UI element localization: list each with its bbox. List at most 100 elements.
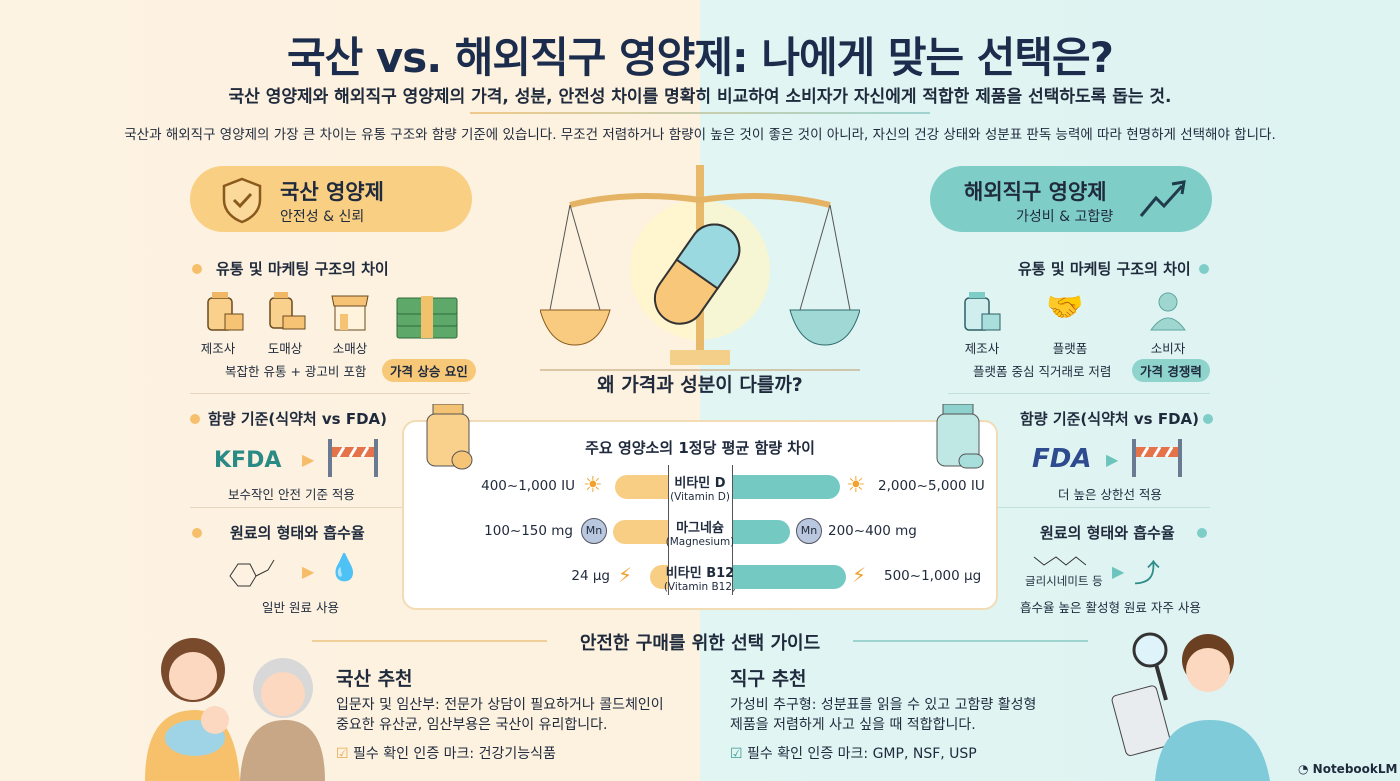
title-divider [470, 112, 930, 114]
consumer-person-icon [1150, 292, 1186, 331]
domestic-pill-bottle-icon [426, 404, 473, 470]
price-competitiveness-tag: 가격 경쟁력 [1132, 359, 1210, 382]
overseas-badge: 해외직구 영양제 가성비 & 고합량 [930, 166, 1212, 232]
kfda-logo: KFDA [214, 448, 282, 473]
heading-text: 유통 및 마케팅 구조의 차이 [1018, 260, 1191, 278]
divider [190, 507, 470, 508]
comparison-title: 주요 영양소의 1정당 평균 함량 차이 [585, 439, 815, 457]
arrow-right-icon: ▶ [302, 450, 315, 469]
step-label: 제조사 [200, 341, 236, 356]
page-title: 국산 vs. 해외직구 영양제: 나에게 맞는 선택은? [286, 33, 1114, 82]
overseas-pill-bottle-icon [936, 404, 984, 469]
man-magnifier-calculator-illustration [1111, 632, 1270, 781]
lightning-icon: ⚡ [618, 563, 633, 587]
arrow-right-icon: ▶ [302, 562, 315, 581]
overseas-amount: 500~1,000 µg [884, 568, 982, 584]
nutrient-name: 비타민 B12 [665, 566, 735, 581]
sun-icon: ☀ [846, 473, 866, 498]
water-drop-arrow-icon: 💧 [328, 553, 361, 583]
shield-check-icon [222, 177, 262, 224]
overseas-amount: 200~400 mg [828, 523, 917, 539]
standard-note: 보수작인 안전 기준 적용 [228, 487, 355, 502]
mn-icon: Mn [796, 518, 822, 544]
recommendation-line: 중요한 유산균, 임산부용은 국산이 유리합니다. [336, 717, 608, 733]
wholesaler-basket-icon [269, 292, 306, 330]
divider [853, 640, 1088, 642]
cert-mark: 필수 확인 인증 마크: GMP, NSF, USP [747, 746, 977, 762]
domestic-distribution-heading: 유통 및 마케팅 구조의 차이 [192, 258, 389, 279]
divider [312, 640, 547, 642]
domestic-ingredient-heading: 원료의 형태와 흡수율 [192, 522, 365, 543]
sun-icon: ☀ [583, 473, 603, 498]
domestic-amount: 24 µg [571, 568, 610, 584]
step-label: 도매상 [267, 341, 303, 356]
center-question: 왜 가격과 성분이 다를까? [597, 374, 803, 396]
heading-text: 함량 기준(식약처 vs FDA) [1020, 410, 1199, 428]
money-stack-icon [396, 296, 458, 339]
nutrient-name: 비타민 D [674, 476, 726, 491]
domestic-amount: 100~150 mg [484, 523, 573, 539]
molecule-structure-icon [229, 559, 275, 587]
nutrient-label: 비타민 D (Vitamin D) [640, 472, 760, 503]
fda-logo: FDA [1032, 444, 1092, 474]
manufacturer-bottle-icon [964, 292, 1001, 331]
notebooklm-watermark: ◔ NotebookLM [1298, 762, 1397, 776]
price-increase-tag: 가격 상승 요인 [382, 359, 476, 382]
recommendation-line: 입문자 및 임산부: 전문가 상담이 필요하거나 콜드체인이 [336, 697, 664, 713]
cert-mark: 필수 확인 인증 마크: 건강기능식품 [353, 746, 556, 762]
overseas-amount: 2,000~5,000 IU [878, 478, 985, 494]
nutrient-name: 마그네슘 [676, 521, 724, 536]
recommendation-line: 가성비 추구형: 성분표를 읽을 수 있고 고함량 활성형 [730, 697, 1037, 713]
ingredient-note: 흡수율 높은 활성형 원료 자주 사용 [1020, 600, 1201, 615]
mn-icon: Mn [581, 518, 607, 544]
overseas-ingredient-heading: 원료의 형태와 흡수율 [1040, 522, 1207, 543]
nutrient-comparison-panel [402, 420, 998, 610]
recommendation-heading: 국산 추천 [336, 668, 413, 690]
brand-text: NotebookLM [1312, 762, 1398, 776]
barrier-icon [328, 439, 378, 477]
domestic-title: 국산 영양제 [280, 180, 384, 204]
notebooklm-logo-icon: ◔ [1298, 762, 1313, 776]
checkbox-icon: ☑ [336, 746, 349, 762]
divider [948, 507, 1210, 508]
mother-baby-grandmother-illustration [145, 638, 325, 781]
barrier-icon [1132, 439, 1182, 477]
capsule-icon [653, 223, 741, 325]
center-divider [668, 465, 669, 595]
intro-text: 국산과 해외직구 영양제의 가장 큰 차이는 유통 구조와 함량 기준에 있습니… [124, 127, 1276, 143]
molecule-structure-icon [1033, 556, 1087, 566]
guide-title: 안전한 구매를 위한 선택 가이드 [579, 633, 821, 654]
trend-up-arrow-icon [1139, 180, 1186, 217]
arrow-right-icon: ▶ [1112, 562, 1125, 581]
nutrient-label: 마그네슘 (Magnesium) [640, 517, 760, 548]
heading-text: 원료의 형태와 흡수율 [230, 524, 365, 542]
retail-store-icon [331, 295, 369, 331]
heading-text: 유통 및 마케팅 구조의 차이 [216, 260, 389, 278]
heading-text: 원료의 형태와 흡수율 [1040, 524, 1175, 542]
nutrient-name-en: (Magnesium) [665, 536, 735, 548]
nutrient-name-en: (Vitamin D) [670, 491, 730, 503]
manufacturer-bottle-icon [207, 292, 244, 331]
nutrient-label: 비타민 B12 (Vitamin B12) [640, 562, 760, 593]
ingredient-note: 일반 원료 사용 [262, 600, 339, 615]
arrow-right-icon: ▶ [1106, 450, 1119, 469]
overseas-amount-bar [733, 520, 790, 544]
distribution-note: 복잡한 유통 + 광고비 포함 [225, 364, 367, 379]
overseas-standard-heading: 함량 기준(식약처 vs FDA) [1020, 408, 1213, 429]
overseas-title: 해외직구 영양제 [964, 180, 1107, 204]
step-label: 소비자 [1150, 341, 1186, 356]
divider [948, 393, 1210, 394]
recommendation-heading: 직구 추천 [730, 668, 807, 690]
checkbox-icon: ☑ [730, 746, 743, 762]
domestic-tagline: 안전성 & 신뢰 [280, 209, 365, 225]
domestic-amount-bar [650, 565, 668, 589]
handshake-icon: 🤝 [1046, 290, 1084, 325]
nutrient-name-en: (Vitamin B12) [663, 581, 737, 593]
domestic-badge: 국산 영양제 안전성 & 신뢰 [190, 166, 472, 232]
overseas-amount-bar [733, 475, 840, 499]
overseas-recommendation: 직구 추천 가성비 추구형: 성분표를 읽을 수 있고 고함량 활성형 제품을 저… [730, 664, 1036, 763]
center-divider [732, 465, 733, 595]
lightning-icon: ⚡ [852, 563, 867, 587]
domestic-standard-heading: 함량 기준(식약처 vs FDA) [190, 408, 387, 429]
